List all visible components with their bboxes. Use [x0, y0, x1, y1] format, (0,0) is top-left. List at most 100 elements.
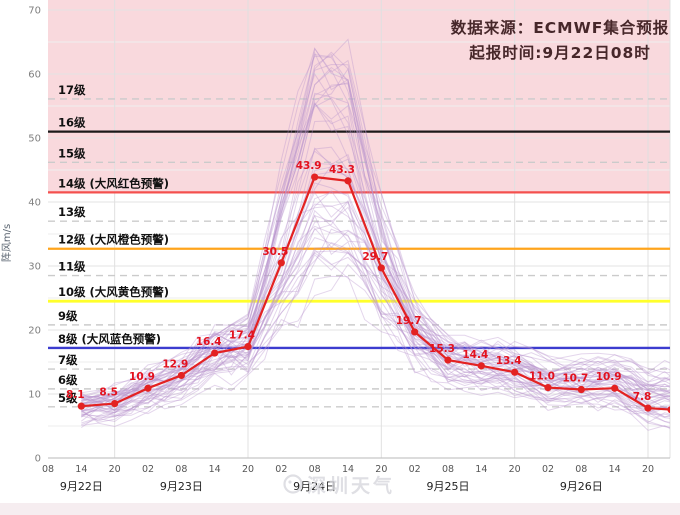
date-label: 9月23日 — [160, 480, 203, 493]
x-tick-label: 08 — [175, 464, 187, 475]
ensemble-member-line — [81, 191, 670, 403]
watermark-logo-icon — [283, 474, 303, 494]
series-layer — [77, 38, 670, 431]
bottom-strip — [0, 503, 680, 515]
x-tick-label: 02 — [275, 464, 287, 475]
data-point-label: 43.9 — [296, 160, 322, 172]
data-point-label: 15.3 — [429, 343, 455, 355]
data-point-label: 8.1 — [66, 389, 85, 401]
data-point-marker — [77, 402, 85, 410]
data-point-label: 10.9 — [129, 371, 155, 383]
forecast-init-time: 起报时间:9月22日08时 — [468, 43, 651, 62]
ensemble-member-line — [81, 242, 670, 424]
ensemble-member-line — [81, 63, 670, 411]
ensemble-member-line — [81, 191, 670, 417]
level-label: 7级 — [58, 353, 78, 367]
data-point-label: 10.9 — [596, 371, 622, 383]
level-label: 13级 — [58, 205, 86, 219]
data-point-marker — [644, 404, 652, 412]
y-axis-title: 阵风m/s — [0, 224, 13, 262]
data-point-marker — [144, 384, 152, 392]
x-tick-label: 02 — [409, 464, 421, 475]
watermark: 深圳天气 — [283, 474, 395, 497]
date-label: 9月22日 — [60, 480, 103, 493]
date-label: 9月26日 — [560, 480, 603, 493]
y-tick-label: 0 — [35, 454, 41, 465]
ensemble-member-line — [81, 83, 670, 411]
x-tick-label: 14 — [209, 464, 221, 475]
level-label: 17级 — [58, 83, 86, 97]
gridline-layer — [48, 0, 671, 459]
date-label: 9月25日 — [426, 480, 469, 493]
x-tick-label: 08 — [309, 464, 321, 475]
data-point-label: 13.4 — [496, 355, 522, 367]
ensemble-member-line — [81, 249, 670, 411]
labels-layer: 17级 16级 15级 14级 (大风红色预警) 13级 12级 (大风橙色预警) 11级 1… — [0, 6, 654, 494]
ensemble-member-line — [81, 150, 670, 413]
x-tick-label: 20 — [242, 464, 254, 475]
ensemble-member-line — [81, 47, 670, 409]
ensemble-member-line — [81, 147, 670, 397]
ensemble-member-line — [80, 101, 670, 422]
watermark-logo-eye-icon — [288, 480, 292, 484]
ensemble-member-line — [81, 47, 670, 402]
x-tick-label: 20 — [509, 464, 521, 475]
ensemble-member-line — [81, 219, 670, 415]
ensemble-member-line — [81, 227, 670, 424]
data-point-label: 10.7 — [562, 373, 588, 385]
x-tick-label: 20 — [375, 464, 387, 475]
x-tick-label: 14 — [475, 464, 487, 475]
ensemble-member-line — [81, 251, 670, 417]
data-point-label: 14.4 — [462, 349, 488, 361]
level-label: 16级 — [58, 116, 86, 130]
ensemble-member-line — [81, 55, 670, 413]
x-tick-label: 08 — [442, 464, 454, 475]
data-point-marker — [344, 177, 352, 185]
danger-zone — [48, 0, 670, 193]
level-label: 5级 — [58, 391, 78, 405]
ensemble-member-line — [81, 66, 670, 418]
data-point-marker — [444, 356, 452, 364]
warning-level-lines-layer — [48, 98, 670, 408]
ensemble-member-line — [81, 153, 670, 404]
x-tick-label: 14 — [75, 464, 87, 475]
x-tick-label: 02 — [142, 464, 154, 475]
data-point-label: 16.4 — [196, 336, 222, 348]
ensemble-member-line — [81, 97, 670, 413]
ensemble-member-line — [81, 171, 670, 401]
data-point-label: 8.5 — [99, 387, 118, 399]
x-tick-label: 20 — [109, 464, 121, 475]
y-tick-label: 60 — [28, 70, 41, 81]
x-tick-label: 14 — [342, 464, 354, 475]
level-label: 12级 (大风橙色预警) — [58, 233, 169, 247]
data-point-marker — [377, 264, 385, 272]
ensemble-member-line — [81, 190, 670, 428]
ensemble-member-line — [81, 69, 670, 429]
ensemble-member-line — [81, 228, 670, 401]
ensemble-member-line — [81, 38, 670, 429]
ensemble-member-line — [81, 206, 670, 424]
data-point-marker — [511, 368, 519, 376]
ensemble-member-line — [81, 81, 670, 418]
y-tick-label: 40 — [28, 198, 41, 209]
ensemble-member-line — [81, 164, 670, 401]
watermark-text: 深圳天气 — [307, 474, 395, 497]
y-tick-label: 50 — [28, 134, 41, 145]
data-point-label: 12.9 — [162, 358, 188, 370]
ensemble-member-line — [81, 51, 670, 399]
ensemble-member-line — [81, 275, 670, 424]
data-point-label: 43.3 — [329, 164, 355, 176]
ensemble-member-line — [81, 120, 670, 422]
ensemble-member-line — [81, 102, 670, 426]
y-tick-label: 30 — [28, 262, 41, 273]
date-label: 9月24日 — [293, 480, 336, 493]
data-point-marker — [211, 349, 219, 357]
level-label: 14级 (大风红色预警) — [58, 176, 169, 190]
ensemble-member-line — [81, 214, 670, 412]
data-point-label: 11.0 — [529, 371, 555, 383]
y-tick-label: 70 — [28, 6, 41, 17]
ensemble-member-line — [81, 263, 670, 405]
level-label: 15级 — [58, 146, 86, 160]
x-tick-label: 08 — [575, 464, 587, 475]
